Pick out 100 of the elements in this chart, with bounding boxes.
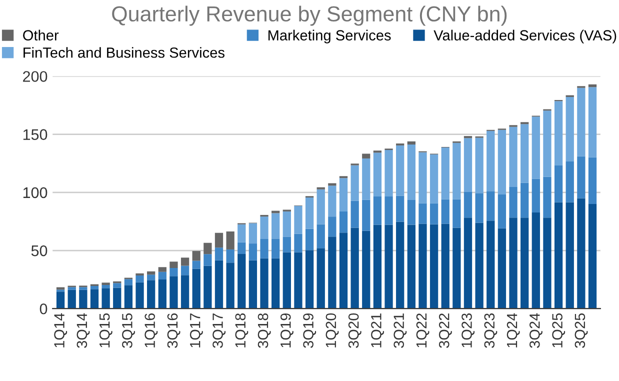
x-tick-label: 1Q15 [99,313,112,348]
bar [441,224,450,309]
bar [204,242,212,254]
bar [316,189,325,224]
x-tick-label: 1Q21 [371,313,384,348]
bar [192,250,200,261]
x-tick-label: 1Q23 [462,313,475,348]
bar [452,199,461,228]
bar [498,130,506,194]
bar [498,228,506,309]
bar [56,287,65,290]
bar [339,178,348,212]
bar [407,200,416,225]
bar [180,266,190,276]
x-tick-label: 1Q22 [416,314,430,348]
bar [532,116,540,179]
x-tick-label: 3Q18 [258,313,271,348]
bar [418,152,427,204]
x-tick-label: 3Q22 [438,314,452,348]
bar [396,145,404,196]
bar [350,228,359,309]
bar [532,178,540,213]
bar [396,222,404,309]
x-tick-label: 3Q21 [394,313,407,348]
bar [520,124,529,183]
bar [418,224,427,309]
bar [158,272,166,280]
bar [305,228,314,250]
bar [102,285,110,288]
bar [339,232,348,309]
bar [158,267,166,272]
bar [350,200,359,228]
bar [79,290,88,309]
legend-label: Value-added Services (VAS) [434,30,616,44]
bar [226,249,234,263]
bar [68,290,76,309]
bar [316,248,325,309]
bar [407,224,416,309]
x-tick-label: 3Q17 [212,314,226,348]
bar [204,266,212,309]
legend-label: Other [23,30,59,40]
bar [373,196,382,225]
bar [441,148,450,200]
x-tick-label: 3Q14 [76,313,90,348]
bar [226,231,234,250]
bar [588,87,597,158]
x-tick-label: 1Q24 [506,313,520,348]
bar [475,193,484,223]
bar [577,198,586,309]
x-tick-label: 1Q25 [552,313,566,348]
bar [170,268,178,276]
x-tick-label: 3Q25 [574,313,588,348]
bar [170,262,178,268]
bar [543,218,552,309]
bar [147,271,156,275]
bar [577,88,586,156]
bar [158,280,166,309]
bar [214,248,224,260]
bar [56,292,65,309]
bar [362,158,370,200]
bar [543,176,552,218]
bar [362,230,370,309]
bar [464,192,472,218]
bar [543,110,552,177]
bar [384,150,393,196]
bar [113,288,122,309]
bar [498,194,506,228]
bar [238,254,246,309]
bar [554,101,563,166]
bar [136,275,144,282]
bar [238,242,246,254]
bar [192,268,200,309]
bar [180,275,190,309]
bar [384,224,393,309]
bar [170,276,178,309]
bar [396,196,404,222]
bar [430,154,438,204]
bar [418,203,427,224]
bar [577,156,586,198]
bar [566,161,574,202]
bar [362,154,370,158]
x-tick-label: 1Q16 [144,313,158,348]
x-tick-label: 1Q18 [235,313,248,348]
bar [282,211,291,237]
bar [248,260,258,309]
bar [113,283,122,288]
bar [147,280,156,309]
y-tick-label: 200 [23,71,48,82]
bar [554,166,563,202]
bar [464,138,472,192]
bar [554,202,563,309]
bar [566,202,574,309]
y-tick-label: 0 [40,303,48,314]
bar [204,254,212,266]
bar [486,191,495,221]
bar [79,287,88,290]
bar [136,282,144,309]
bar [90,286,99,290]
bar [248,223,258,244]
bar [102,288,110,309]
